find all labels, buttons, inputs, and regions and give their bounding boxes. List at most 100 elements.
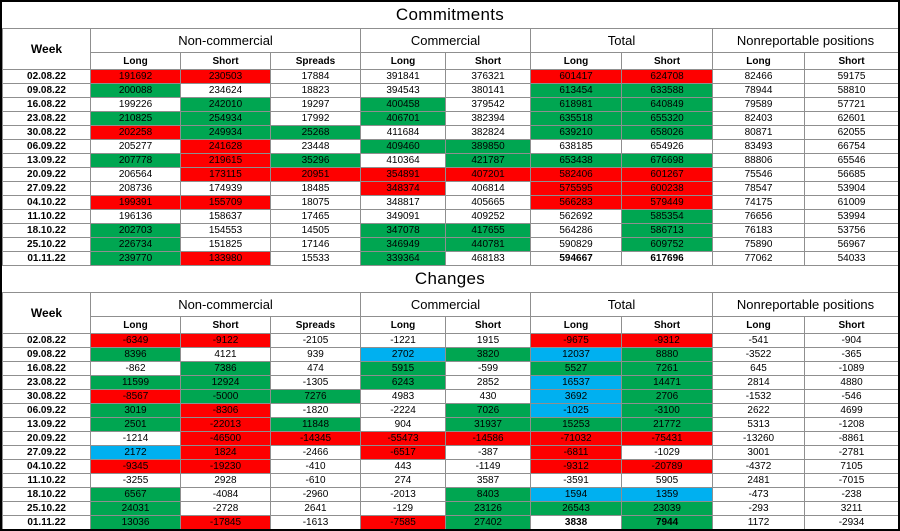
- value-cell: 205277: [90, 139, 181, 154]
- value-cell: -1029: [621, 445, 714, 460]
- value-cell: 410364: [360, 153, 447, 168]
- value-cell: 7386: [180, 361, 271, 376]
- value-cell: 24031: [90, 501, 181, 516]
- value-cell: 155709: [180, 195, 271, 210]
- value-cell: 239770: [90, 251, 181, 266]
- value-cell: -1214: [90, 431, 181, 446]
- value-cell: -20789: [621, 459, 714, 474]
- value-cell: -17845: [180, 515, 271, 529]
- value-cell: -3100: [621, 403, 714, 418]
- group-header: Commercial: [360, 28, 532, 53]
- value-cell: -7015: [804, 473, 898, 488]
- value-cell: -2728: [180, 501, 271, 516]
- data-row: 30.08.22 -8567 -5000 7276 4983 430 3692 2706 -15…: [2, 389, 898, 404]
- data-row: 27.09.22 2172 1824 -2466 -6517 -387 -6811 -1029…: [2, 445, 898, 460]
- value-cell: 78944: [712, 83, 806, 98]
- value-cell: 20951: [269, 167, 362, 182]
- group-header: Total: [530, 292, 714, 317]
- value-cell: -55473: [360, 431, 447, 446]
- column-header: Short: [621, 52, 714, 70]
- commitments-table: Week Non-commercial Commercial Total Nonrepo…: [2, 28, 898, 266]
- data-row: 09.08.22 8396 4121 939 2702 3820 12037 8880 -352…: [2, 347, 898, 362]
- value-cell: 230503: [180, 69, 271, 84]
- value-cell: 58810: [804, 83, 898, 98]
- value-cell: 391841: [360, 69, 447, 84]
- value-cell: -71032: [530, 431, 623, 446]
- value-cell: 61009: [804, 195, 898, 210]
- value-cell: -3591: [530, 473, 623, 488]
- value-cell: 590829: [530, 237, 623, 252]
- value-cell: 389850: [445, 139, 532, 154]
- value-cell: 624708: [621, 69, 714, 84]
- value-cell: 241628: [180, 139, 271, 154]
- value-cell: 3001: [712, 445, 806, 460]
- value-cell: -22013: [180, 417, 271, 432]
- value-cell: 53994: [804, 209, 898, 224]
- value-cell: -2224: [360, 403, 447, 418]
- value-cell: 586713: [621, 223, 714, 238]
- value-cell: -610: [269, 473, 362, 488]
- data-row: 16.08.22 -862 7386 474 5915 -599 5527 7261 645 -1…: [2, 361, 898, 376]
- value-cell: 339364: [360, 251, 447, 266]
- value-cell: 31937: [445, 417, 532, 432]
- value-cell: 7261: [621, 361, 714, 376]
- value-cell: 579449: [621, 195, 714, 210]
- value-cell: 76656: [712, 209, 806, 224]
- commitments-title: Commitments: [395, 5, 505, 24]
- value-cell: 4880: [804, 375, 898, 390]
- value-cell: -365: [804, 347, 898, 362]
- value-cell: 379542: [445, 97, 532, 112]
- data-row: 23.08.22 11599 12924 -1305 6243 2852 16537 1447…: [2, 375, 898, 390]
- value-cell: 202703: [90, 223, 181, 238]
- value-cell: 11848: [269, 417, 362, 432]
- value-cell: -1820: [269, 403, 362, 418]
- value-cell: 653438: [530, 153, 623, 168]
- value-cell: 639210: [530, 125, 623, 140]
- value-cell: 676698: [621, 153, 714, 168]
- value-cell: -546: [804, 389, 898, 404]
- value-cell: 206564: [90, 167, 181, 182]
- value-cell: 400458: [360, 97, 447, 112]
- value-cell: -9345: [90, 459, 181, 474]
- value-cell: 17884: [269, 69, 362, 84]
- value-cell: 575595: [530, 181, 623, 196]
- value-cell: 21772: [621, 417, 714, 432]
- week-cell: 01.11.22: [2, 515, 91, 529]
- value-cell: 417655: [445, 223, 532, 238]
- value-cell: -6349: [90, 333, 181, 348]
- value-cell: -387: [445, 445, 532, 460]
- week-cell: 20.09.22: [2, 167, 91, 182]
- value-cell: 609752: [621, 237, 714, 252]
- value-cell: -5000: [180, 389, 271, 404]
- value-cell: 88806: [712, 153, 806, 168]
- week-cell: 16.08.22: [2, 361, 91, 376]
- value-cell: 14505: [269, 223, 362, 238]
- data-row: 23.08.22 210825 254934 17992 406701 382394 635…: [2, 111, 898, 126]
- data-row: 18.10.22 6567 -4084 -2960 -2013 8403 1594 1359-…: [2, 487, 898, 502]
- value-cell: 654926: [621, 139, 714, 154]
- value-cell: -3255: [90, 473, 181, 488]
- value-cell: 468183: [445, 251, 532, 266]
- value-cell: 1172: [712, 515, 806, 529]
- data-row: 25.10.22 226734 151825 17146 346949 440781 590…: [2, 237, 898, 252]
- value-cell: 242010: [180, 97, 271, 112]
- data-row: 18.10.22 202703 154553 14505 347078 417655 564…: [2, 223, 898, 238]
- group-header: Non-commercial: [89, 292, 362, 317]
- value-cell: 66754: [804, 139, 898, 154]
- value-cell: 2481: [712, 473, 806, 488]
- value-cell: -9675: [530, 333, 623, 348]
- value-cell: 208736: [90, 181, 181, 196]
- week-cell: 06.09.22: [2, 403, 91, 418]
- value-cell: 613454: [530, 83, 623, 98]
- value-cell: 83493: [712, 139, 806, 154]
- value-cell: -75431: [621, 431, 714, 446]
- value-cell: 4699: [804, 403, 898, 418]
- data-row: 02.08.22 191692 230503 17884 391841 376321 601…: [2, 69, 898, 84]
- data-row: 02.08.22 -6349 -9122 -2105 -1221 1915 -9675 -93…: [2, 333, 898, 348]
- value-cell: 25268: [269, 125, 362, 140]
- week-cell: 01.11.22: [2, 251, 91, 266]
- value-cell: -8861: [804, 431, 898, 446]
- value-cell: 376321: [445, 69, 532, 84]
- week-cell: 09.08.22: [2, 83, 91, 98]
- value-cell: 5313: [712, 417, 806, 432]
